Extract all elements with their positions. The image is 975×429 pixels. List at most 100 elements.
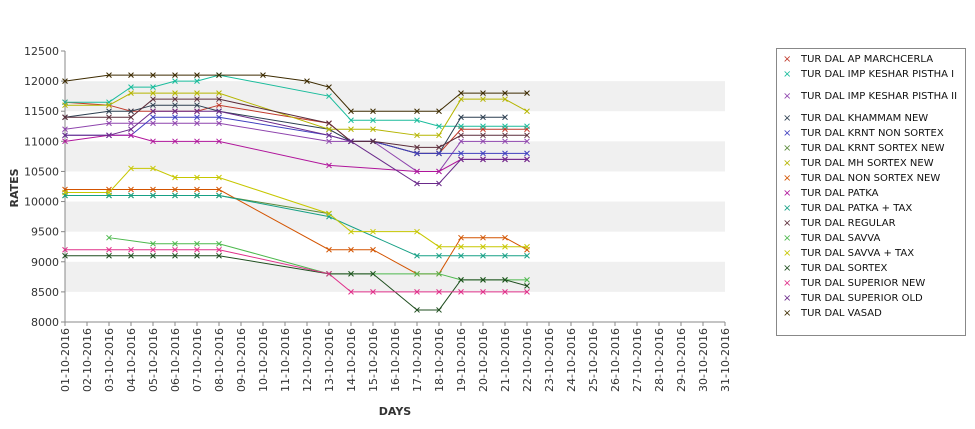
data-point xyxy=(150,72,156,78)
data-point xyxy=(502,156,508,163)
y-tick-label: 10500 xyxy=(24,165,59,178)
data-point xyxy=(480,289,486,295)
legend-label: TUR DAL IMP KESHAR PISTHA II xyxy=(801,91,958,102)
y-tick-label: 10000 xyxy=(24,196,59,209)
data-point xyxy=(458,123,464,130)
x-tick-label: 25-10-2016 xyxy=(587,328,600,392)
data-point xyxy=(436,168,442,175)
y-tick-label: 8000 xyxy=(31,316,59,329)
data-point xyxy=(216,120,222,127)
data-point xyxy=(150,114,156,121)
legend-label: TUR DAL SAVVA + TAX xyxy=(801,248,915,259)
x-tick-label: 31-10-2016 xyxy=(719,328,732,392)
legend-marker-icon: × xyxy=(783,143,792,154)
data-point xyxy=(150,120,156,127)
data-point xyxy=(128,132,134,139)
data-point xyxy=(524,123,530,130)
x-tick-label: 13-10-2016 xyxy=(323,328,336,392)
data-point xyxy=(106,132,112,139)
data-point xyxy=(216,240,222,247)
series-line xyxy=(65,92,528,136)
data-point xyxy=(326,120,332,127)
y-tick-labels: 8000 8500 9000 9500 10000 10500 11000 11500 1200… xyxy=(24,45,59,329)
data-point xyxy=(128,120,134,127)
data-point xyxy=(172,192,178,199)
legend-label: TUR DAL REGULAR xyxy=(801,218,896,229)
data-point xyxy=(458,138,464,145)
data-point xyxy=(62,132,68,139)
x-tick-labels: 01-10-2016 02-10-2016 03-10-2016 04-10-2016… xyxy=(59,328,732,392)
data-point xyxy=(128,108,134,115)
data-point xyxy=(436,289,442,295)
data-point xyxy=(194,78,200,84)
y-tick-label: 9000 xyxy=(31,256,59,269)
data-point xyxy=(194,96,200,103)
data-point xyxy=(194,240,200,247)
data-point xyxy=(172,138,178,145)
data-point xyxy=(480,90,486,97)
data-point xyxy=(348,228,354,235)
x-tick-label: 24-10-2016 xyxy=(565,328,578,392)
data-point xyxy=(150,252,156,259)
legend-marker-icon: × xyxy=(783,158,792,169)
x-tick-label: 17-10-2016 xyxy=(411,328,424,392)
legend-marker-icon: × xyxy=(783,308,792,319)
data-point xyxy=(524,150,530,157)
data-point xyxy=(436,252,442,259)
data-point xyxy=(524,138,530,145)
series-line xyxy=(65,74,527,127)
data-point xyxy=(172,120,178,127)
data-point xyxy=(480,234,486,241)
data-point xyxy=(436,108,442,115)
data-point xyxy=(414,270,420,277)
x-tick-label: 14-10-2016 xyxy=(345,328,358,392)
data-point xyxy=(194,174,200,181)
data-point xyxy=(348,246,354,253)
data-point xyxy=(480,243,486,250)
data-point xyxy=(458,234,464,241)
x-tick-label: 28-10-2016 xyxy=(653,328,666,392)
data-point xyxy=(216,138,222,145)
data-point xyxy=(370,126,376,133)
legend-label: TUR DAL IMP KESHAR PISTHA I xyxy=(801,69,955,80)
data-point xyxy=(172,186,178,193)
data-point xyxy=(480,276,486,283)
data-point xyxy=(414,132,420,139)
data-point xyxy=(216,186,222,193)
grid-band xyxy=(65,201,725,232)
chart-legend: × TUR DAL AP MARCHCERLA × TUR DAL IMP KESHA… xyxy=(776,48,966,336)
data-point xyxy=(150,186,156,193)
data-point xyxy=(194,252,200,259)
data-point xyxy=(216,114,222,121)
y-tick-label: 11500 xyxy=(24,105,59,118)
legend-marker-icon: × xyxy=(783,203,792,214)
data-point xyxy=(106,246,112,253)
y-tick-label: 12000 xyxy=(24,75,59,88)
data-point xyxy=(62,126,68,133)
data-point xyxy=(194,246,200,253)
x-tick-label: 20-10-2016 xyxy=(477,328,490,392)
y-tick-label: 11000 xyxy=(24,135,59,148)
data-point xyxy=(62,102,68,109)
legend-label: TUR DAL SAVVA xyxy=(801,233,881,244)
data-point xyxy=(326,84,332,90)
x-tick-label: 19-10-2016 xyxy=(455,328,468,392)
legend-marker-icon: × xyxy=(783,278,792,289)
data-point xyxy=(194,186,200,193)
legend-marker-icon: × xyxy=(783,248,792,259)
data-point xyxy=(150,84,156,90)
data-point xyxy=(458,156,464,163)
data-point xyxy=(128,165,134,172)
data-point xyxy=(172,72,178,78)
data-point xyxy=(172,246,178,253)
data-point xyxy=(128,192,134,199)
series-line xyxy=(65,195,527,257)
data-point xyxy=(370,270,376,277)
data-point xyxy=(370,108,376,115)
series-line xyxy=(64,122,527,172)
axes xyxy=(61,50,726,326)
data-point xyxy=(524,289,530,295)
data-point xyxy=(414,289,420,295)
data-point xyxy=(370,138,376,145)
legend-label: TUR DAL KRNT SORTEX NEW xyxy=(801,143,945,154)
